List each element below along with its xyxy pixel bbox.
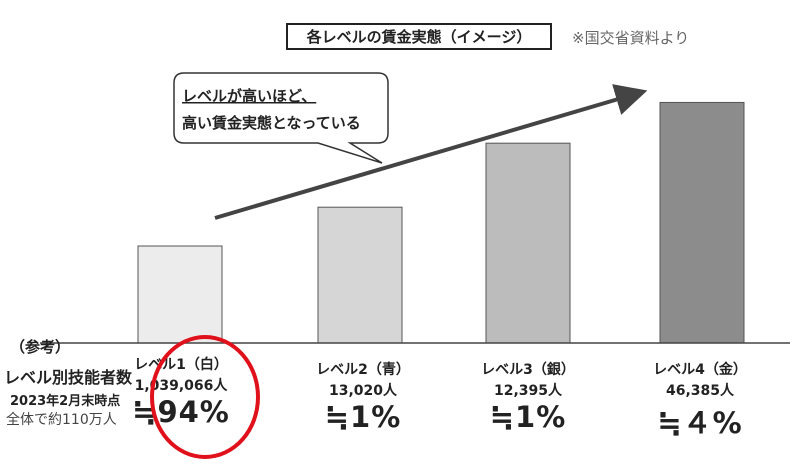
callout-bubble	[173, 72, 389, 164]
highlight-circle	[150, 335, 260, 459]
level-4-info: レベル4（金） 46,385人 ≒４%	[615, 359, 785, 442]
level-4-label: レベル4（金）	[653, 362, 747, 378]
level-3-info: レベル3（銀） 12,395人 ≒1%	[443, 359, 613, 434]
level-2-info: レベル2（青） 13,020人 ≒1%	[278, 359, 448, 434]
bar-level-1	[137, 245, 223, 344]
level-4-share: ≒４%	[657, 406, 743, 440]
bar-level-2	[317, 206, 403, 344]
level-2-count: 13,020人	[328, 383, 398, 399]
callout-line2: 高い賃金実態となっている	[182, 114, 361, 132]
reference-label: （参考）	[10, 338, 71, 356]
workers-by-level-label: レベル別技能者数	[4, 368, 133, 387]
callout-line1: レベルが高いほど、	[182, 87, 316, 105]
total-workers-label: 全体で約110万人	[6, 412, 117, 428]
chart-title: 各レベルの賃金実態（イメージ）	[286, 23, 552, 50]
bar-level-4	[659, 101, 745, 344]
source-note: ※国交省資料より	[572, 29, 690, 47]
bar-level-3	[485, 142, 571, 344]
level-3-share: ≒1%	[489, 400, 567, 434]
level-4-count: 46,385人	[665, 383, 735, 399]
level-2-share: ≒1%	[324, 400, 402, 434]
level-2-label: レベル2（青）	[316, 362, 410, 378]
level-3-label: レベル3（銀）	[481, 362, 575, 378]
trend-arrow	[214, 84, 648, 220]
as-of-date-label: 2023年2月末時点	[10, 394, 121, 409]
level-3-count: 12,395人	[493, 383, 563, 399]
